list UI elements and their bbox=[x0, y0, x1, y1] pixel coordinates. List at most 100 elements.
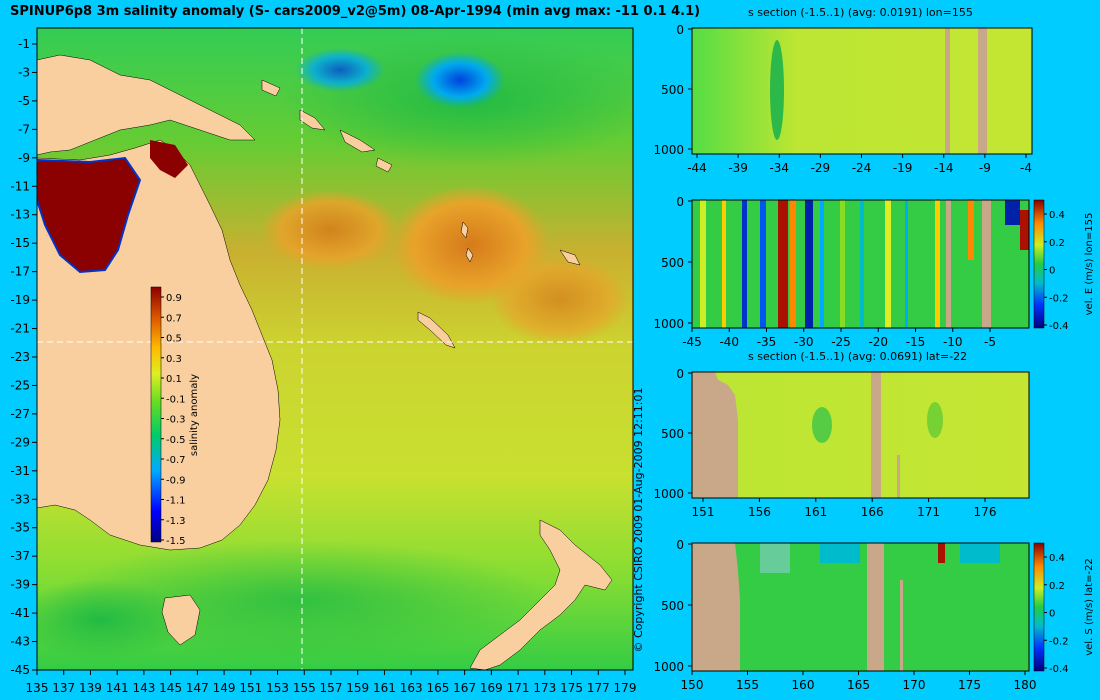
section-x-tick-label: -10 bbox=[943, 335, 963, 349]
section-y-tick-label: 1000 bbox=[653, 660, 684, 674]
map-y-tick-label: -35 bbox=[10, 521, 30, 535]
map-x-tick-label: 143 bbox=[132, 681, 155, 695]
map-x-tick-label: 175 bbox=[560, 681, 583, 695]
map-x-tick-label: 151 bbox=[239, 681, 262, 695]
vel-colorbar-tick-label: -0.4 bbox=[1049, 664, 1069, 675]
map-y-tick-label: -23 bbox=[10, 350, 30, 364]
section-x-tick-label: 176 bbox=[974, 505, 997, 519]
map-y-tick-label: -5 bbox=[18, 94, 30, 108]
salinity-colorbar-label: salinity anomaly bbox=[189, 374, 200, 456]
salinity-colorbar-tick-label: -0.5 bbox=[166, 435, 186, 446]
map-y-tick-label: -31 bbox=[10, 464, 30, 478]
map-y-axis: -1 -3 -5 -7 -9 -11 -13 -15 -17 -19 -21 -23 -25 -27 -29… bbox=[10, 37, 37, 677]
map-y-tick-label: -33 bbox=[10, 492, 30, 506]
panel1-title: s section (-1.5..1) (avg: 0.0191) lon=15… bbox=[748, 6, 973, 19]
map-x-tick-label: 171 bbox=[507, 681, 530, 695]
map-x-tick-label: 179 bbox=[614, 681, 637, 695]
map-x-tick-label: 139 bbox=[79, 681, 102, 695]
section-x-tick-label: -30 bbox=[794, 335, 814, 349]
map-x-tick-label: 173 bbox=[533, 681, 556, 695]
vel-e-colorbar-label: vel. E (m/s) lon=155 bbox=[1084, 213, 1095, 316]
panel4-field bbox=[691, 542, 1030, 672]
map-x-tick-label: 169 bbox=[480, 681, 503, 695]
section-y-tick-label: 500 bbox=[661, 599, 684, 613]
map-x-tick-label: 163 bbox=[400, 681, 423, 695]
map-y-tick-label: -27 bbox=[10, 407, 30, 421]
panel1-axes: -44 -39 -34 -29 -24 -19 -14 -9 -4 0 500 1000 bbox=[653, 23, 1032, 175]
vel-colorbar-tick-label: 0 bbox=[1049, 609, 1055, 620]
section-x-tick-label: -9 bbox=[979, 161, 991, 175]
salinity-colorbar-tick-label: -0.9 bbox=[166, 475, 186, 486]
plot-title: SPINUP6p8 3m salinity anomaly (S- cars20… bbox=[10, 4, 701, 19]
section-y-tick-label: 1000 bbox=[653, 487, 684, 501]
map-y-tick-label: -17 bbox=[10, 265, 30, 279]
map-x-tick-label: 167 bbox=[453, 681, 476, 695]
panel3-title: s section (-1.5..1) (avg: 0.0691) lat=-2… bbox=[748, 350, 968, 363]
section-x-tick-label: 161 bbox=[804, 505, 827, 519]
map-y-tick-label: -9 bbox=[18, 151, 30, 165]
section-y-tick-label: 500 bbox=[661, 427, 684, 441]
section-x-tick-label: 171 bbox=[917, 505, 940, 519]
map-y-tick-label: -13 bbox=[10, 208, 30, 222]
map-y-tick-label: -19 bbox=[10, 293, 30, 307]
section-x-tick-label: -44 bbox=[687, 161, 707, 175]
map-y-tick-label: -3 bbox=[18, 65, 30, 79]
section-x-tick-label: -34 bbox=[769, 161, 789, 175]
map-x-tick-label: 141 bbox=[106, 681, 129, 695]
map-x-tick-label: 137 bbox=[52, 681, 75, 695]
section-x-tick-label: 151 bbox=[692, 505, 715, 519]
map-frame bbox=[36, 27, 634, 671]
salinity-colorbar-tick-label: -0.3 bbox=[166, 415, 186, 426]
section-y-tick-label: 500 bbox=[661, 256, 684, 270]
map-x-tick-label: 145 bbox=[159, 681, 182, 695]
salinity-colorbar-tick-label: 0.1 bbox=[166, 374, 182, 385]
salinity-colorbar-tick-label: -0.1 bbox=[166, 394, 186, 405]
salinity-colorbar-tick-label: 0.7 bbox=[166, 313, 182, 324]
vel-s-colorbar bbox=[1033, 542, 1045, 672]
section-x-tick-label: 160 bbox=[792, 678, 815, 692]
map-y-tick-label: -1 bbox=[18, 37, 30, 51]
map-y-tick-label: -25 bbox=[10, 378, 30, 392]
map-y-tick-label: -45 bbox=[10, 663, 30, 677]
map-y-tick-label: -21 bbox=[10, 322, 30, 336]
panel2-axes: -45 -40 -35 -30 -25 -20 -15 -10 -5 0 500 1000 bbox=[653, 195, 996, 349]
map-y-tick-label: -11 bbox=[10, 179, 30, 193]
section-y-tick-label: 0 bbox=[676, 367, 684, 381]
section-x-tick-label: 156 bbox=[748, 505, 771, 519]
section-y-tick-label: 500 bbox=[661, 83, 684, 97]
map-y-tick-label: -37 bbox=[10, 549, 30, 563]
section-x-tick-label: -24 bbox=[852, 161, 872, 175]
vel-colorbar-tick-label: 0.2 bbox=[1049, 581, 1065, 592]
section-y-tick-label: 1000 bbox=[653, 143, 684, 157]
salinity-colorbar-ticks: 0.9 0.7 0.5 0.3 0.1 -0.1 -0.3 -0.5 -0.7 -0.9 -1.1 -… bbox=[161, 293, 186, 547]
section-x-tick-label: -14 bbox=[934, 161, 954, 175]
section-x-tick-label: -5 bbox=[984, 335, 996, 349]
map-x-tick-label: 149 bbox=[213, 681, 236, 695]
salinity-colorbar-tick-label: 0.3 bbox=[166, 354, 182, 365]
map-y-tick-label: -7 bbox=[18, 122, 30, 136]
panel3-axes: 151 156 161 166 171 176 0 500 1000 bbox=[653, 367, 996, 519]
map-x-tick-label: 157 bbox=[320, 681, 343, 695]
map-x-tick-label: 165 bbox=[426, 681, 449, 695]
salinity-colorbar-tick-label: 0.9 bbox=[166, 293, 182, 304]
section-y-tick-label: 0 bbox=[676, 23, 684, 37]
salinity-colorbar-tick-label: -1.3 bbox=[166, 516, 186, 527]
map-y-tick-label: -41 bbox=[10, 606, 30, 620]
salinity-colorbar-tick-label: -0.7 bbox=[166, 455, 186, 466]
section-x-tick-label: -35 bbox=[757, 335, 777, 349]
salinity-colorbar-tick-label: -1.1 bbox=[166, 496, 186, 507]
section-x-tick-label: -19 bbox=[893, 161, 913, 175]
section-x-tick-label: -4 bbox=[1020, 161, 1032, 175]
section-x-tick-label: 165 bbox=[847, 678, 870, 692]
vel-s-colorbar-label: vel. S (m/s) lat=-22 bbox=[1084, 558, 1095, 656]
panel3-field bbox=[691, 371, 1030, 499]
vel-colorbar-tick-label: 0.4 bbox=[1049, 210, 1065, 221]
section-x-tick-label: 150 bbox=[681, 678, 704, 692]
vel-e-colorbar bbox=[1033, 199, 1045, 329]
vel-colorbar-tick-label: 0.4 bbox=[1049, 553, 1065, 564]
map-x-tick-label: 159 bbox=[346, 681, 369, 695]
section-x-tick-label: 170 bbox=[903, 678, 926, 692]
vel-colorbar-tick-label: -0.4 bbox=[1049, 321, 1069, 332]
map-y-tick-label: -39 bbox=[10, 578, 30, 592]
